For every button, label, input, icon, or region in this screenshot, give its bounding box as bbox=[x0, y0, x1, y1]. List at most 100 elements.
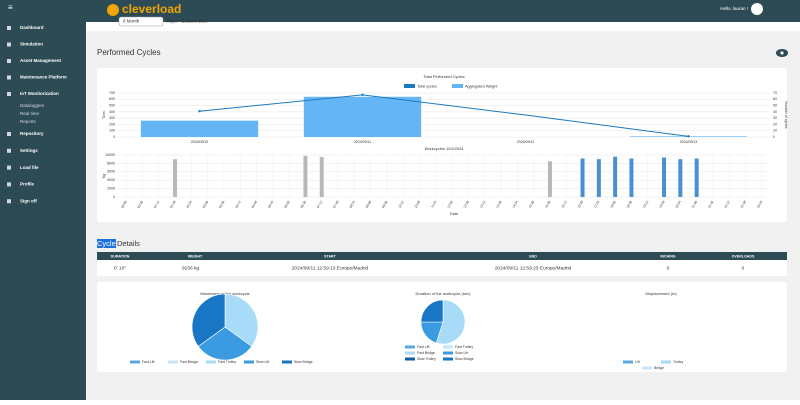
legend-label: Fast Lift bbox=[142, 360, 154, 364]
period: 6 Month bbox=[123, 19, 140, 24]
top-strip bbox=[86, 22, 800, 31]
submenu-item[interactable]: Dataloggers bbox=[20, 103, 45, 108]
bar bbox=[319, 157, 324, 197]
menu-icon[interactable]: ≡ bbox=[8, 3, 13, 12]
topbar bbox=[0, 0, 800, 22]
menu-item[interactable]: Simulation bbox=[20, 42, 43, 47]
column-header: DURATION bbox=[111, 254, 130, 258]
x-tick-label: 10:12 bbox=[397, 200, 405, 209]
legend-label: Slow Lift bbox=[455, 351, 468, 355]
y-tick-label: 6000 bbox=[107, 170, 115, 174]
x-tick-label: 08:24 bbox=[348, 200, 356, 209]
y-tick-label: 4000 bbox=[107, 178, 115, 182]
bar bbox=[613, 156, 618, 197]
legend-label: Fast Bridge bbox=[417, 351, 435, 355]
x-tick-label: 01:12 bbox=[153, 200, 161, 209]
column-header: INCHING bbox=[660, 254, 675, 258]
bar bbox=[694, 158, 699, 197]
legend-swatch bbox=[405, 351, 415, 355]
chart-card bbox=[97, 68, 787, 222]
menu-icon bbox=[7, 75, 11, 80]
x-tick-label: 05:24 bbox=[267, 200, 275, 209]
x-tick-label: 00:36 bbox=[137, 200, 145, 209]
cell: 2024/09/11 12:59:13 Europe/Madrid bbox=[292, 265, 369, 271]
bar bbox=[629, 158, 634, 197]
line-point bbox=[198, 110, 201, 113]
period-select[interactable] bbox=[118, 16, 164, 27]
y-tick-label: 600 bbox=[109, 97, 115, 101]
menu-item[interactable]: Settings bbox=[20, 148, 38, 153]
x-tick-label: 11:24 bbox=[430, 200, 437, 209]
x-tick-label: 12:00 bbox=[446, 200, 454, 209]
x-tick-label: 06:00 bbox=[283, 200, 291, 209]
y2-tick-label: 60 bbox=[773, 97, 777, 101]
legend-swatch bbox=[443, 351, 453, 355]
y-tick-label: 700 bbox=[109, 91, 115, 95]
submenu-item[interactable]: Real time bbox=[20, 111, 40, 116]
menu-item[interactable]: Repository bbox=[20, 131, 44, 136]
section-heading: Performed Cycles bbox=[97, 48, 161, 57]
eye-pupil bbox=[780, 51, 784, 55]
legend-swatch bbox=[244, 360, 254, 364]
menu-item[interactable]: Asset Management bbox=[20, 58, 62, 63]
table-row bbox=[97, 260, 787, 276]
menu-icon bbox=[7, 165, 11, 170]
pie-slice bbox=[435, 299, 466, 345]
menu-item[interactable]: Profile bbox=[20, 182, 35, 187]
menu-icon bbox=[7, 26, 11, 30]
cell: 2024/09/11 12:59:23 Europe/Madrid bbox=[495, 265, 572, 271]
y-tick-label: 200 bbox=[109, 122, 115, 126]
menu-item[interactable]: Dashboard bbox=[20, 25, 44, 30]
column-header: START bbox=[324, 254, 337, 258]
y2-tick-label: 20 bbox=[773, 122, 777, 126]
menu-item[interactable]: Sign off bbox=[20, 198, 37, 203]
menu-icon bbox=[7, 59, 11, 63]
x-tick-label: 20:24 bbox=[674, 200, 682, 209]
x-tick-label: 07:48 bbox=[332, 200, 340, 209]
legend-label: Lift bbox=[635, 360, 640, 364]
menu-item[interactable]: IoT Monitorization bbox=[20, 91, 59, 96]
y2-tick-label: 30 bbox=[773, 116, 777, 120]
legend-label: Slow Bridge bbox=[455, 357, 474, 361]
pie-slice bbox=[224, 293, 259, 347]
y-tick-label: 0 bbox=[113, 135, 115, 139]
cell: 0' 10" bbox=[114, 265, 126, 271]
legend-swatch bbox=[642, 366, 652, 370]
legend-swatch bbox=[206, 360, 216, 364]
x-tick-label: 09:00 bbox=[365, 200, 373, 209]
legend-swatch bbox=[130, 360, 140, 364]
pie-slice bbox=[197, 326, 253, 361]
legend-swatch bbox=[282, 360, 292, 364]
menu-item[interactable]: Maintenance Platform bbox=[20, 75, 67, 80]
x-tick-label: 2024/09/13 bbox=[680, 140, 698, 144]
menu-icon bbox=[7, 148, 11, 153]
x-tick-label: 12:36 bbox=[463, 200, 471, 209]
avatar[interactable] bbox=[751, 3, 763, 15]
x-tick-label: 13:12 bbox=[479, 200, 487, 209]
range: Mayo - Octubre 2024 bbox=[166, 19, 209, 24]
x-tick-label: 2024/09/11 bbox=[354, 140, 371, 144]
x-tick-label: 22:12 bbox=[723, 200, 731, 209]
x-tick-label: 19:12 bbox=[642, 200, 650, 209]
bar bbox=[662, 157, 667, 197]
x-tick-label: 01:48 bbox=[169, 200, 177, 209]
line-point bbox=[687, 135, 690, 138]
y-tick-label: 10000 bbox=[105, 153, 115, 157]
pie-title: Displacement (m) bbox=[645, 291, 677, 296]
submenu-item[interactable]: Reports bbox=[20, 119, 37, 124]
x-tick-label: 02:24 bbox=[185, 200, 193, 209]
x-tick-label: 03:00 bbox=[202, 200, 210, 209]
highlight bbox=[97, 239, 116, 248]
legend-label: Fast Bridge bbox=[180, 360, 198, 364]
x-tick-label: 13:48 bbox=[495, 200, 503, 209]
greeting: Hello, lauran ! bbox=[720, 6, 748, 11]
bar bbox=[596, 159, 601, 197]
x-tick-label: 15:36 bbox=[544, 200, 552, 209]
y-tick-label: 500 bbox=[109, 103, 115, 107]
y-axis-label: Kg bbox=[102, 174, 106, 178]
menu-item[interactable]: Load file bbox=[20, 165, 39, 170]
chart-title: Total Performed Cycles bbox=[423, 74, 464, 79]
x-tick-label: 16:48 bbox=[577, 200, 585, 209]
details-heading-highlight: Cycle bbox=[97, 239, 116, 248]
